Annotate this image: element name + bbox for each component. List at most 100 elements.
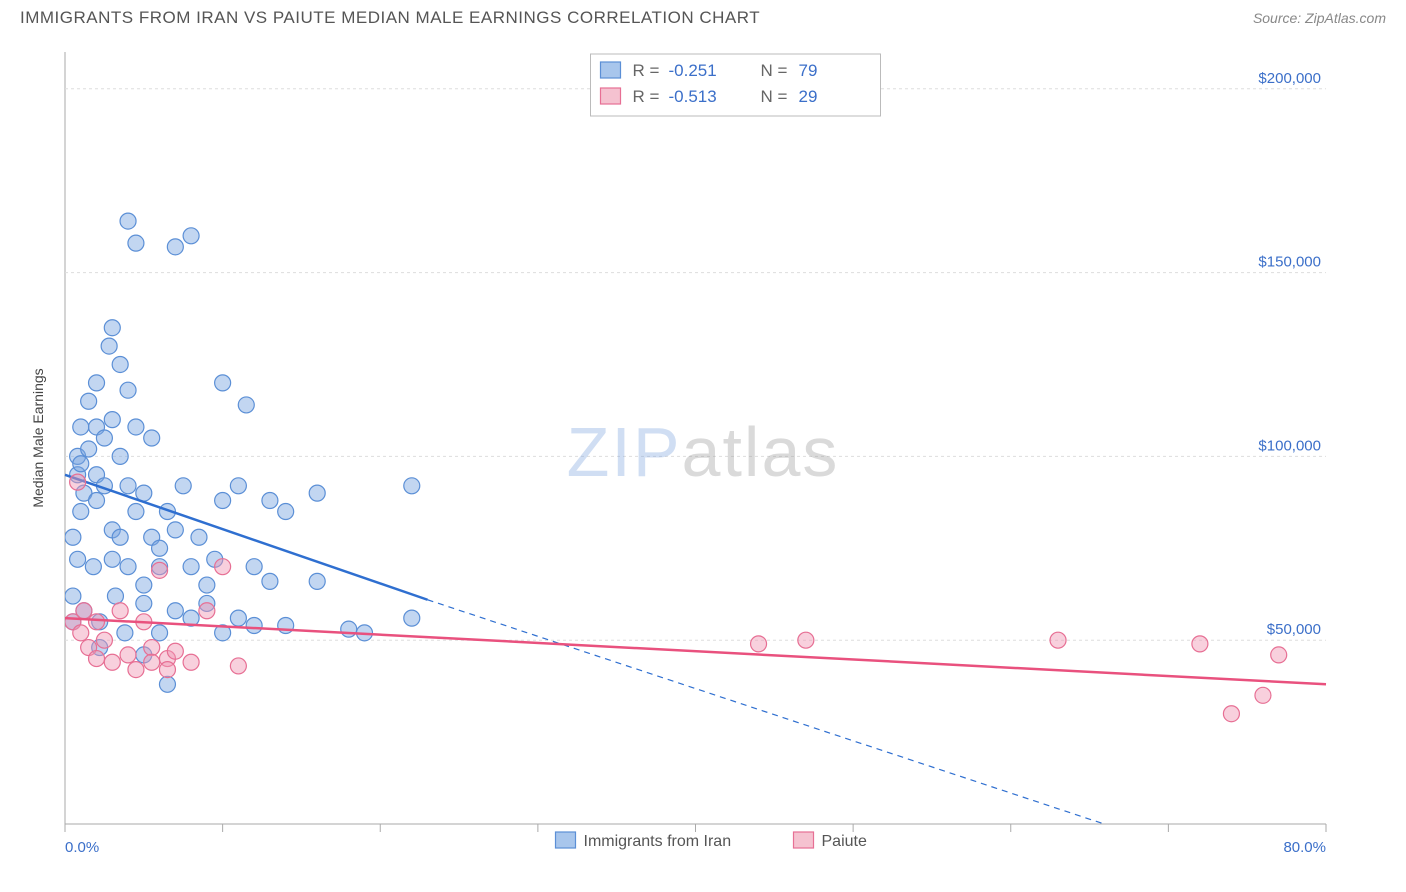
legend-r-label: R = [633,87,660,106]
data-point [309,573,325,589]
data-point [246,617,262,633]
data-point [128,235,144,251]
data-point [215,492,231,508]
data-point [73,419,89,435]
legend-r-value: -0.251 [669,61,717,80]
data-point [751,636,767,652]
data-point [128,504,144,520]
data-point [167,603,183,619]
series [65,474,1287,722]
data-point [89,375,105,391]
source-label: Source: ZipAtlas.com [1253,10,1386,26]
data-point [278,504,294,520]
data-point [107,588,123,604]
data-point [167,239,183,255]
data-point [1192,636,1208,652]
data-point [136,595,152,611]
data-point [1050,632,1066,648]
legend-bottom-label: Immigrants from Iran [584,833,732,850]
legend-n-value: 79 [799,61,818,80]
data-point [65,529,81,545]
data-point [117,625,133,641]
data-point [199,603,215,619]
data-point [404,478,420,494]
data-point [152,540,168,556]
data-point [215,559,231,575]
data-point [85,559,101,575]
data-point [104,320,120,336]
data-point [175,478,191,494]
data-point [65,588,81,604]
data-point [144,640,160,656]
data-point [262,492,278,508]
data-point [70,474,86,490]
data-point [136,577,152,593]
data-point [73,504,89,520]
data-point [70,551,86,567]
data-point [230,658,246,674]
scatter-chart: $50,000 $100,000 $150,000 $200,000 0.0% 80.0%… [20,40,1386,872]
data-point [238,397,254,413]
data-point [112,356,128,372]
data-point [144,430,160,446]
data-point [262,573,278,589]
data-point [104,654,120,670]
data-point [230,478,246,494]
y-tick-label: $100,000 [1258,437,1321,454]
data-point [183,559,199,575]
data-point [81,393,97,409]
data-point [152,625,168,641]
legend-bottom-label: Paiute [822,833,867,850]
data-point [183,228,199,244]
data-point [81,441,97,457]
y-tick-label: $50,000 [1267,621,1321,638]
data-point [104,412,120,428]
data-point [1255,687,1271,703]
data-point [167,643,183,659]
data-point [101,338,117,354]
data-point [183,654,199,670]
x-tick-label: 0.0% [65,839,99,856]
chart-title: IMMIGRANTS FROM IRAN VS PAIUTE MEDIAN MA… [20,8,760,28]
data-point [112,529,128,545]
data-point [159,662,175,678]
data-point [89,651,105,667]
data-point [1271,647,1287,663]
data-point [144,654,160,670]
data-point [309,485,325,501]
data-point [73,625,89,641]
trend-line [65,618,1326,684]
data-point [167,522,183,538]
data-point [120,478,136,494]
data-point [191,529,207,545]
legend-bottom-swatch [794,832,814,848]
x-tick-label: 80.0% [1283,839,1326,856]
data-point [112,603,128,619]
data-point [120,647,136,663]
data-point [89,614,105,630]
data-point [1223,706,1239,722]
y-tick-label: $150,000 [1258,254,1321,271]
data-point [798,632,814,648]
legend-bottom-swatch [556,832,576,848]
y-tick-label: $200,000 [1258,70,1321,87]
legend-r-label: R = [633,61,660,80]
data-point [404,610,420,626]
data-point [120,213,136,229]
data-point [230,610,246,626]
legend-n-label: N = [761,61,788,80]
data-point [128,419,144,435]
legend-swatch [601,62,621,78]
data-point [152,562,168,578]
data-point [341,621,357,637]
data-point [76,603,92,619]
data-point [96,632,112,648]
data-point [96,430,112,446]
legend-swatch [601,88,621,104]
data-point [120,382,136,398]
data-point [89,492,105,508]
data-point [120,559,136,575]
legend-n-label: N = [761,87,788,106]
legend-r-value: -0.513 [669,87,717,106]
y-axis-label: Median Male Earnings [30,368,46,507]
